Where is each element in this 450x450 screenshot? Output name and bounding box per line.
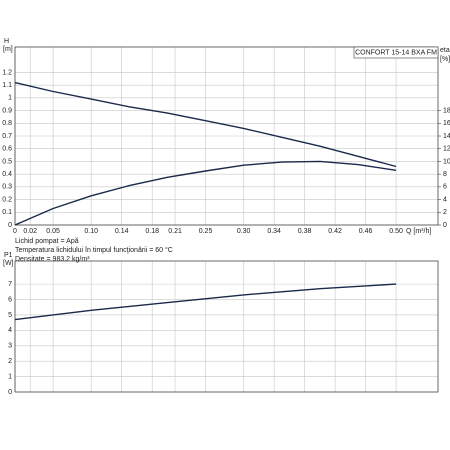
y2-tick-label: 14 bbox=[443, 133, 450, 140]
y-tick-label: 4 bbox=[8, 327, 12, 334]
label-box-text: CONFORT 15-14 BXA FM bbox=[355, 49, 437, 56]
y2-tick-label: 16 bbox=[443, 120, 450, 127]
label-box bbox=[353, 46, 439, 59]
x-tick-label: 0.34 bbox=[267, 228, 281, 235]
y-tick-label: 0.1 bbox=[2, 209, 12, 216]
x-tick-label: 0 bbox=[13, 228, 17, 235]
y-tick-label: 0.8 bbox=[2, 120, 12, 127]
plot-frame bbox=[14, 46, 439, 226]
y2-tick-label: 4 bbox=[443, 196, 447, 203]
y-tick-label: 0.5 bbox=[2, 158, 12, 165]
y2-tick-label: 10 bbox=[443, 158, 450, 165]
y-tick-label: 0.3 bbox=[2, 184, 12, 191]
x-tick-label: 0.30 bbox=[237, 228, 251, 235]
x-tick-label: 0.21 bbox=[168, 228, 182, 235]
y-axis-label: P1 bbox=[4, 252, 13, 259]
y2-tick-label: 0 bbox=[443, 222, 447, 229]
plot-frame bbox=[14, 260, 439, 393]
x-tick-label: 0.14 bbox=[115, 228, 129, 235]
y-tick-label: 0 bbox=[8, 222, 12, 229]
note: Lichid pompat = Apă bbox=[15, 238, 79, 245]
y-tick-label: 1.1 bbox=[2, 82, 12, 89]
x-tick-label: 0.10 bbox=[84, 228, 98, 235]
x-tick-label: 0.18 bbox=[145, 228, 159, 235]
y2-axis-label: eta bbox=[440, 47, 450, 54]
y2-tick-label: 6 bbox=[443, 184, 447, 191]
y2-axis-unit: [%] bbox=[440, 56, 450, 63]
note: Densitate = 983.2 kg/m³ bbox=[15, 256, 90, 263]
y-tick-label: 0.7 bbox=[2, 133, 12, 140]
y-tick-label: 0.9 bbox=[2, 107, 12, 114]
y-tick-label: 1.2 bbox=[2, 69, 12, 76]
y-tick-label: 0.6 bbox=[2, 146, 12, 153]
y-tick-label: 0.4 bbox=[2, 171, 12, 178]
x-tick-label: 0.42 bbox=[328, 228, 342, 235]
y-tick-label: 0 bbox=[8, 389, 12, 396]
y-axis-unit: [m] bbox=[3, 46, 13, 53]
y-tick-label: 6 bbox=[8, 296, 12, 303]
x-tick-label: 0.38 bbox=[298, 228, 312, 235]
y-tick-label: 1 bbox=[8, 95, 12, 102]
y2-tick-label: 8 bbox=[443, 171, 447, 178]
y2-tick-label: 12 bbox=[443, 146, 450, 153]
x-tick-label: 0.05 bbox=[46, 228, 60, 235]
y-tick-label: 2 bbox=[8, 358, 12, 365]
y-axis-unit: [W] bbox=[3, 260, 14, 267]
x-axis-label: Q [m³/h] bbox=[406, 228, 431, 235]
y-tick-label: 5 bbox=[8, 312, 12, 319]
y2-tick-label: 2 bbox=[443, 209, 447, 216]
y-axis-label: H bbox=[4, 38, 9, 45]
x-tick-label: 0.46 bbox=[359, 228, 373, 235]
curve bbox=[14, 81, 397, 168]
x-tick-label: 0.02 bbox=[23, 228, 37, 235]
note: Temperatura lichidului în timpul funcţio… bbox=[15, 246, 173, 254]
curve bbox=[14, 283, 397, 321]
y-tick-label: 1 bbox=[8, 373, 12, 380]
curve bbox=[14, 160, 397, 226]
x-tick-label: 0.50 bbox=[389, 228, 403, 235]
y2-tick-label: 18 bbox=[443, 107, 450, 114]
x-tick-label: 0.25 bbox=[199, 228, 213, 235]
y-tick-label: 3 bbox=[8, 343, 12, 350]
y-tick-label: 7 bbox=[8, 281, 12, 288]
y-tick-label: 0.2 bbox=[2, 196, 12, 203]
